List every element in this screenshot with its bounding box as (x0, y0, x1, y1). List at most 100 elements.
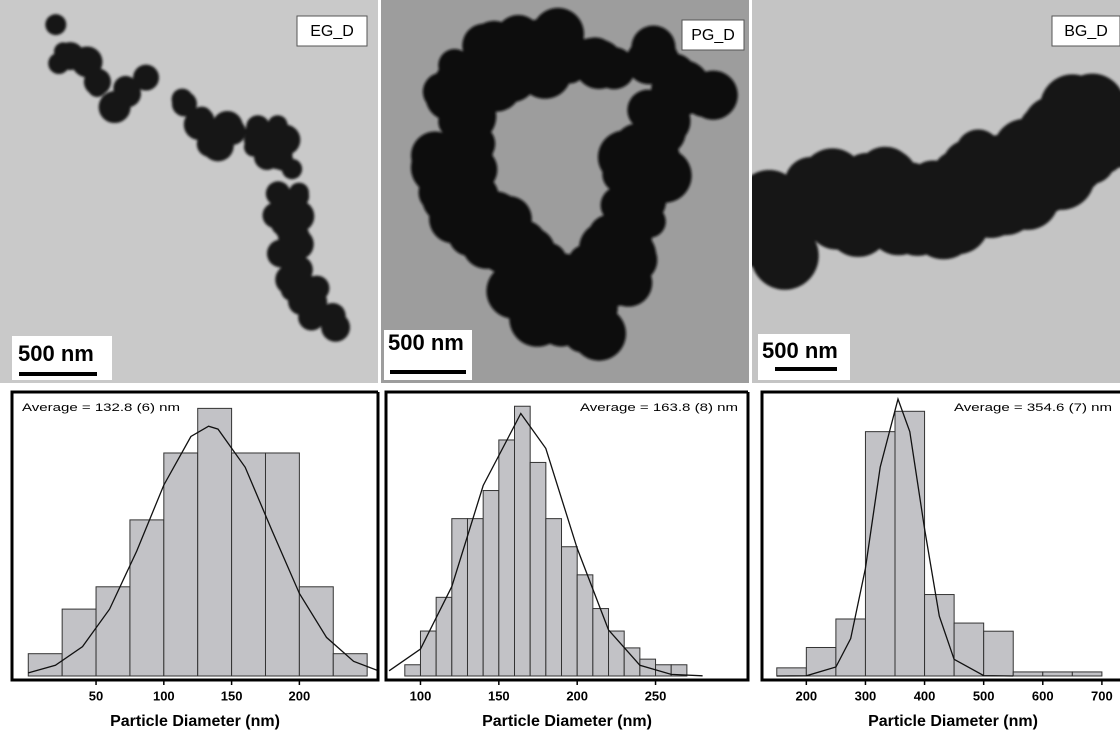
particle (171, 91, 197, 117)
particle (429, 194, 479, 244)
bar (924, 594, 955, 677)
particle (479, 221, 532, 275)
scale-bar-label: 500 nm (762, 338, 838, 363)
particle (827, 187, 882, 242)
fit-curve (388, 412, 703, 677)
particle (53, 42, 73, 61)
bar (514, 405, 531, 677)
x-axis-label: Particle Diameter (nm) (110, 713, 280, 730)
plot-frame (10, 390, 380, 682)
annotation: Average = 163.8 (8) nm (580, 402, 738, 414)
annotation: Average = 132.8 (6) nm (22, 402, 180, 414)
scale-bar (19, 372, 97, 376)
image-label: EG_D (310, 23, 354, 40)
particle (265, 181, 291, 206)
bar (332, 653, 368, 677)
bar (231, 452, 266, 677)
x-tick-label: 600 (1032, 688, 1054, 703)
x-tick-label: 250 (645, 688, 667, 703)
image-label: PG_D (691, 27, 735, 44)
scale-bar (775, 367, 837, 371)
x-tick-label: 100 (410, 688, 432, 703)
particle (462, 23, 507, 68)
bar (983, 630, 1014, 677)
particle (752, 221, 819, 290)
x-tick-label: 50 (89, 688, 103, 703)
bar (61, 608, 97, 677)
particle (298, 304, 325, 331)
scale-bar-label: 500 nm (388, 330, 464, 355)
x-tick-label: 100 (153, 688, 175, 703)
bar (498, 439, 516, 677)
x-tick-label: 200 (289, 688, 311, 703)
bar (482, 490, 500, 677)
x-tick-label: 150 (488, 688, 510, 703)
particle (133, 64, 159, 91)
particle (495, 14, 542, 61)
bar (419, 630, 437, 677)
fit-curve (776, 396, 1014, 677)
scale-bar-label: 500 nm (18, 341, 94, 366)
particles (45, 14, 351, 342)
bar (608, 630, 625, 677)
particle (576, 241, 621, 286)
bar (529, 461, 547, 677)
x-tick-label: 200 (795, 688, 817, 703)
bar (404, 664, 421, 677)
particles (410, 7, 738, 361)
image-label: BG_D (1064, 23, 1108, 40)
bar (894, 410, 926, 677)
particle (444, 90, 497, 143)
bar (561, 546, 578, 677)
particle (83, 68, 111, 96)
bar (864, 431, 896, 677)
bar (466, 518, 484, 677)
particle (202, 129, 234, 162)
bar (835, 618, 866, 677)
particle (906, 160, 961, 215)
particle (431, 132, 464, 165)
particles (752, 73, 1120, 290)
particle (285, 255, 313, 284)
bar (592, 608, 610, 677)
bar (1071, 671, 1103, 677)
particle (45, 14, 67, 36)
bar (264, 452, 300, 677)
scale-bar (390, 370, 466, 374)
x-tick-label: 150 (221, 688, 243, 703)
bar (95, 586, 131, 677)
annotation: Average = 354.6 (7) nm (954, 402, 1112, 414)
x-axis-label: Particle Diameter (nm) (868, 713, 1038, 730)
bar (197, 407, 233, 677)
particle (113, 75, 138, 101)
particle (993, 118, 1058, 184)
x-tick-label: 700 (1091, 688, 1113, 703)
plot-frame (384, 390, 750, 682)
bar (776, 667, 807, 677)
particle (1055, 90, 1109, 143)
particle (183, 109, 215, 141)
bar (1012, 671, 1044, 677)
particle (529, 283, 571, 325)
x-tick-label: 200 (566, 688, 588, 703)
bar (1042, 671, 1073, 677)
bar (163, 452, 199, 677)
fit-curve (28, 425, 379, 674)
label-box (1051, 15, 1120, 47)
x-tick-label: 400 (914, 688, 936, 703)
bar (435, 596, 453, 677)
particle (282, 200, 315, 233)
plot-frame (760, 390, 1120, 682)
bar (298, 586, 334, 677)
particle (249, 124, 276, 151)
bar (129, 519, 165, 677)
label-box (681, 19, 745, 51)
bar (576, 574, 594, 677)
particle (571, 306, 626, 361)
particle (289, 182, 309, 203)
particle (319, 302, 346, 330)
x-tick-label: 300 (855, 688, 877, 703)
particle (262, 202, 289, 229)
x-axis-label: Particle Diameter (nm) (482, 713, 652, 730)
